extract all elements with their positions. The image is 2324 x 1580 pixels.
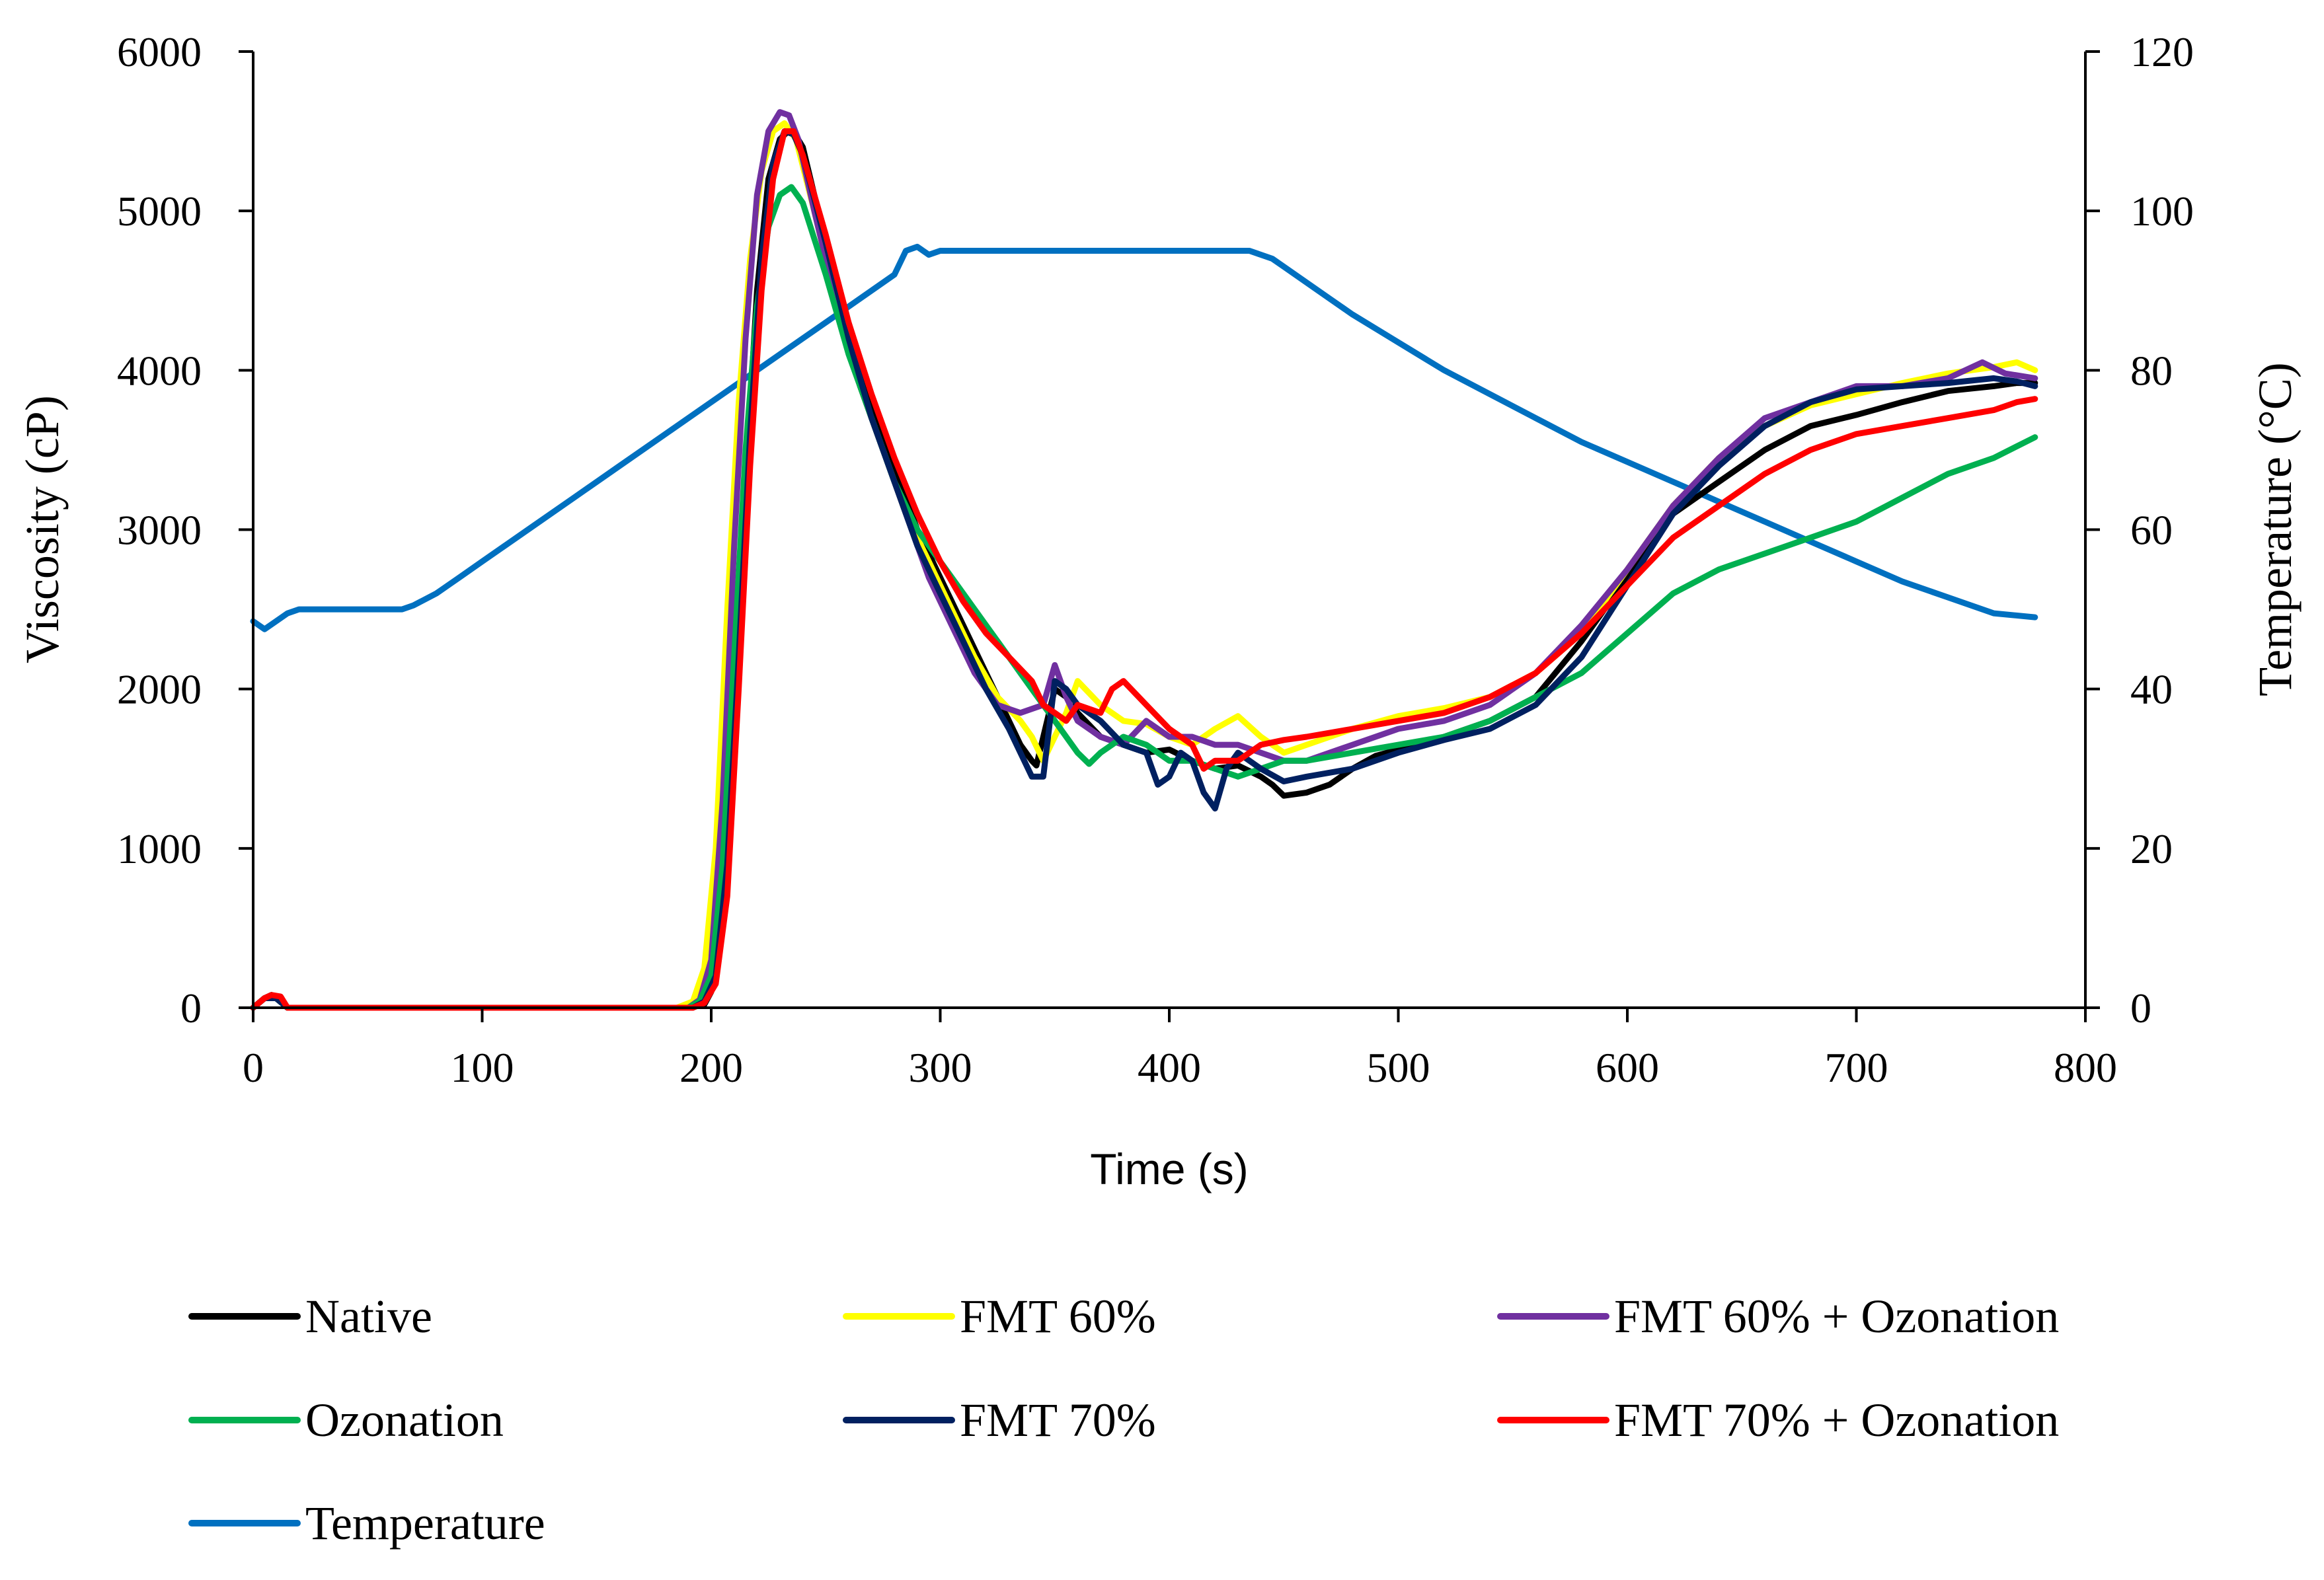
y-axis-right-title: Temperature (°C)	[2249, 362, 2302, 696]
series-line-fmt-60-plus-ozonation	[250, 109, 2038, 1011]
y2-tick-label: 80	[2130, 347, 2173, 394]
plot-area	[250, 109, 2038, 1011]
x-tick-label: 100	[451, 1044, 514, 1091]
x-tick-label: 400	[1138, 1044, 1201, 1091]
x-tick-label: 800	[2054, 1044, 2117, 1091]
x-axis-title: Time (s)	[1090, 1145, 1249, 1193]
legend: Native FMT 60% FMT 60% + Ozonation Ozonatio…	[188, 1290, 2059, 1550]
legend-label: Temperature	[305, 1497, 545, 1550]
y2-tick-label: 100	[2130, 188, 2194, 235]
legend-label: FMT 60%	[960, 1290, 1156, 1343]
series-line-temperature	[250, 243, 2038, 632]
series-line-native	[250, 125, 2038, 1011]
y2-tick-label: 40	[2130, 666, 2173, 713]
x-tick-label: 500	[1367, 1044, 1430, 1091]
x-tick-label: 0	[243, 1044, 264, 1091]
legend-item: FMT 70% + Ozonation	[1497, 1394, 2059, 1447]
axis-ticks: 0 100 200 300 400 500 600 700 800010002000300040…	[117, 28, 2194, 1091]
series-line-ozonation	[250, 184, 2038, 1011]
y-tick-label: 0	[180, 985, 202, 1032]
y-tick-label: 4000	[117, 347, 202, 394]
legend-item: Temperature	[188, 1497, 545, 1550]
legend-label: Native	[305, 1290, 432, 1343]
series-line-fmt-70-plus-ozonation	[250, 128, 2038, 1011]
legend-item: FMT 70%	[843, 1394, 1156, 1447]
legend-item: Native	[188, 1290, 432, 1343]
y2-tick-label: 120	[2130, 28, 2194, 75]
x-tick-label: 700	[1825, 1044, 1888, 1091]
legend-label: FMT 70% + Ozonation	[1614, 1394, 2059, 1447]
x-tick-label: 600	[1596, 1044, 1659, 1091]
x-tick-label: 300	[909, 1044, 972, 1091]
series-line-fmt-70	[250, 128, 2038, 1011]
legend-label: FMT 70%	[960, 1394, 1156, 1447]
legend-item: Ozonation	[188, 1394, 504, 1447]
y-axis-left-title: Viscosity (cP)	[16, 395, 69, 663]
y2-tick-label: 60	[2130, 507, 2173, 554]
y2-tick-label: 20	[2130, 825, 2173, 872]
y2-tick-label: 0	[2130, 985, 2151, 1032]
x-tick-label: 200	[679, 1044, 743, 1091]
y-tick-label: 6000	[117, 28, 202, 75]
legend-label: Ozonation	[305, 1394, 504, 1447]
legend-item: FMT 60%	[843, 1290, 1156, 1343]
y-tick-label: 3000	[117, 507, 202, 554]
legend-item: FMT 60% + Ozonation	[1497, 1290, 2059, 1343]
y-tick-label: 2000	[117, 666, 202, 713]
y-tick-label: 1000	[117, 825, 202, 872]
legend-label: FMT 60% + Ozonation	[1614, 1290, 2059, 1343]
y-tick-label: 5000	[117, 188, 202, 235]
series-line-fmt-60	[250, 120, 2038, 1011]
